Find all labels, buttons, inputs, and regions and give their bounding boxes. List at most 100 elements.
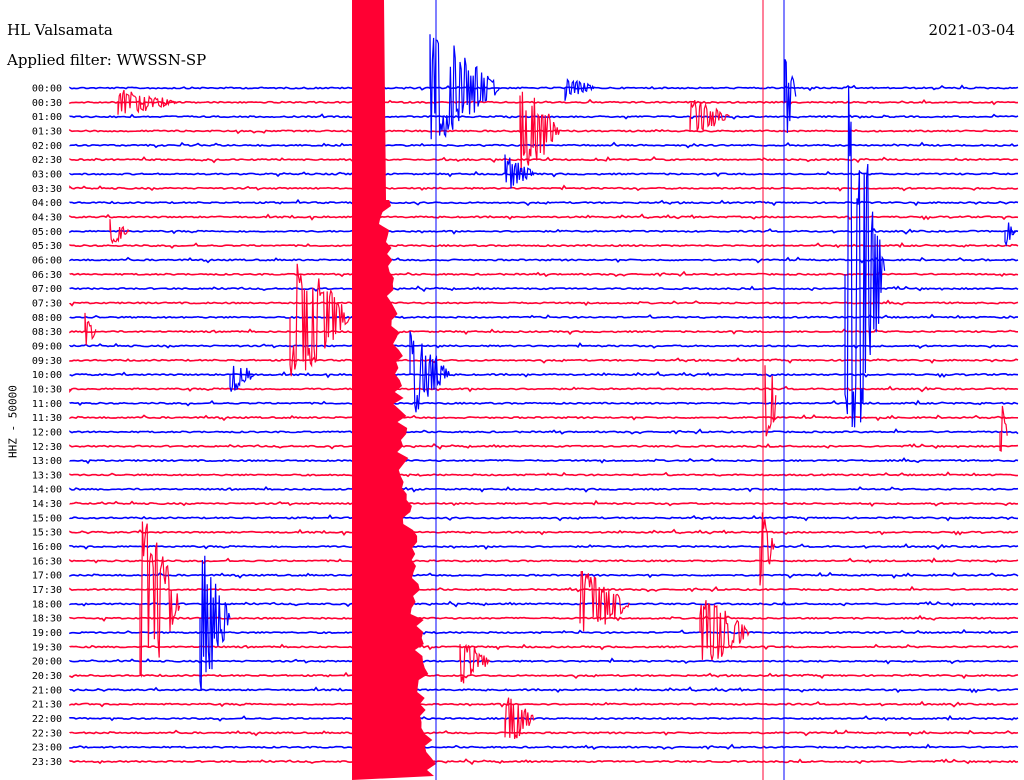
row-label: 23:30: [32, 757, 62, 768]
row-label: 02:30: [32, 155, 62, 166]
saturated-event-band: [352, 0, 436, 780]
trace-line: [69, 471, 1019, 478]
seismic-event: [229, 365, 255, 392]
row-label: 22:30: [32, 728, 62, 739]
trace-line: [69, 643, 1019, 651]
row-label: 07:00: [32, 284, 62, 295]
trace-line: [69, 342, 1019, 350]
row-label: 00:30: [32, 98, 62, 109]
trace-line: [69, 557, 1019, 565]
trace-line: [69, 743, 1019, 751]
row-label: 03:30: [32, 184, 62, 195]
seismic-event: [117, 89, 179, 115]
seismic-event: [689, 100, 730, 132]
seismic-event: [429, 34, 501, 140]
row-label: 12:30: [32, 442, 62, 453]
trace-line: [69, 585, 1019, 593]
row-label: 06:00: [32, 255, 62, 266]
row-label: 08:00: [32, 313, 62, 324]
row-label: 20:30: [32, 671, 62, 682]
seismic-event: [764, 365, 777, 437]
trace-line: [69, 170, 1019, 178]
trace-line: [69, 571, 1019, 579]
row-label: 22:00: [32, 714, 62, 725]
seismic-event: [409, 331, 451, 413]
trace-line: [69, 442, 1019, 450]
trace-line: [69, 485, 1019, 493]
row-label: 01:00: [32, 112, 62, 123]
trace-line: [69, 514, 1019, 522]
trace-line: [69, 98, 1019, 106]
seismic-event: [504, 154, 535, 189]
trace-line: [69, 628, 1019, 635]
row-label: 01:30: [32, 126, 62, 137]
trace-line: [69, 227, 1019, 235]
row-label: 05:30: [32, 241, 62, 252]
seismic-event: [289, 263, 351, 377]
row-label: 17:00: [32, 571, 62, 582]
trace-line: [69, 671, 1019, 680]
trace-line: [69, 528, 1019, 537]
row-label: 02:00: [32, 141, 62, 152]
row-label: 20:00: [32, 657, 62, 668]
row-label: 21:00: [32, 685, 62, 696]
seismic-event: [84, 312, 97, 346]
event-group: [84, 0, 1016, 780]
trace-line: [69, 600, 1019, 608]
seismic-event: [564, 77, 595, 101]
seismic-event: [504, 697, 535, 739]
seismic-event: [999, 405, 1008, 452]
trace-line: [69, 414, 1019, 422]
row-label: 03:00: [32, 169, 62, 180]
row-label: 04:00: [32, 198, 62, 209]
row-label: 05:00: [32, 227, 62, 238]
row-label: 09:30: [32, 356, 62, 367]
trace-line: [69, 371, 1019, 379]
trace-line: [69, 385, 1019, 393]
row-label: 00:00: [32, 84, 62, 95]
trace-line: [69, 356, 1019, 364]
row-label: 11:00: [32, 399, 62, 410]
row-label: 15:30: [32, 528, 62, 539]
row-label: 16:00: [32, 542, 62, 553]
trace-line: [69, 657, 1019, 665]
filter-label: Applied filter: WWSSN-SP: [7, 51, 207, 69]
row-label: 15:00: [32, 513, 62, 524]
trace-line: [69, 156, 1019, 164]
trace-line: [69, 714, 1019, 722]
trace-line: [69, 428, 1019, 436]
trace-line: [69, 543, 1019, 551]
seismic-event: [699, 600, 750, 661]
row-label: 18:00: [32, 599, 62, 610]
trace-line: [69, 700, 1019, 708]
row-label: 21:30: [32, 700, 62, 711]
row-label: 10:00: [32, 370, 62, 381]
trace-line: [69, 457, 1019, 465]
row-label: 23:00: [32, 743, 62, 754]
row-label: 16:30: [32, 556, 62, 567]
row-label-group: 00:00 00:30 01:00 01:30 02:00 02:30 03:00 03:30…: [32, 84, 62, 769]
station-title: HL Valsamata: [7, 21, 113, 39]
row-label: 14:00: [32, 485, 62, 496]
row-label: 17:30: [32, 585, 62, 596]
row-label: 19:30: [32, 642, 62, 653]
row-label: 14:30: [32, 499, 62, 510]
trace-line: [69, 184, 1019, 192]
trace-line: [69, 198, 1019, 207]
seismic-event: [1004, 222, 1016, 247]
trace-line: [69, 213, 1019, 221]
trace-line: [69, 84, 1019, 92]
row-label: 19:00: [32, 628, 62, 639]
seismic-event: [459, 643, 491, 684]
row-label: 11:30: [32, 413, 62, 424]
row-label: 12:00: [32, 427, 62, 438]
trace-line: [69, 141, 1019, 149]
row-label: 06:30: [32, 270, 62, 281]
row-label: 08:30: [32, 327, 62, 338]
trace-line: [69, 758, 1019, 766]
seismic-event: [109, 219, 130, 245]
trace-line: [69, 614, 1019, 622]
trace-line: [69, 729, 1019, 737]
date-label: 2021-03-04: [928, 21, 1015, 39]
